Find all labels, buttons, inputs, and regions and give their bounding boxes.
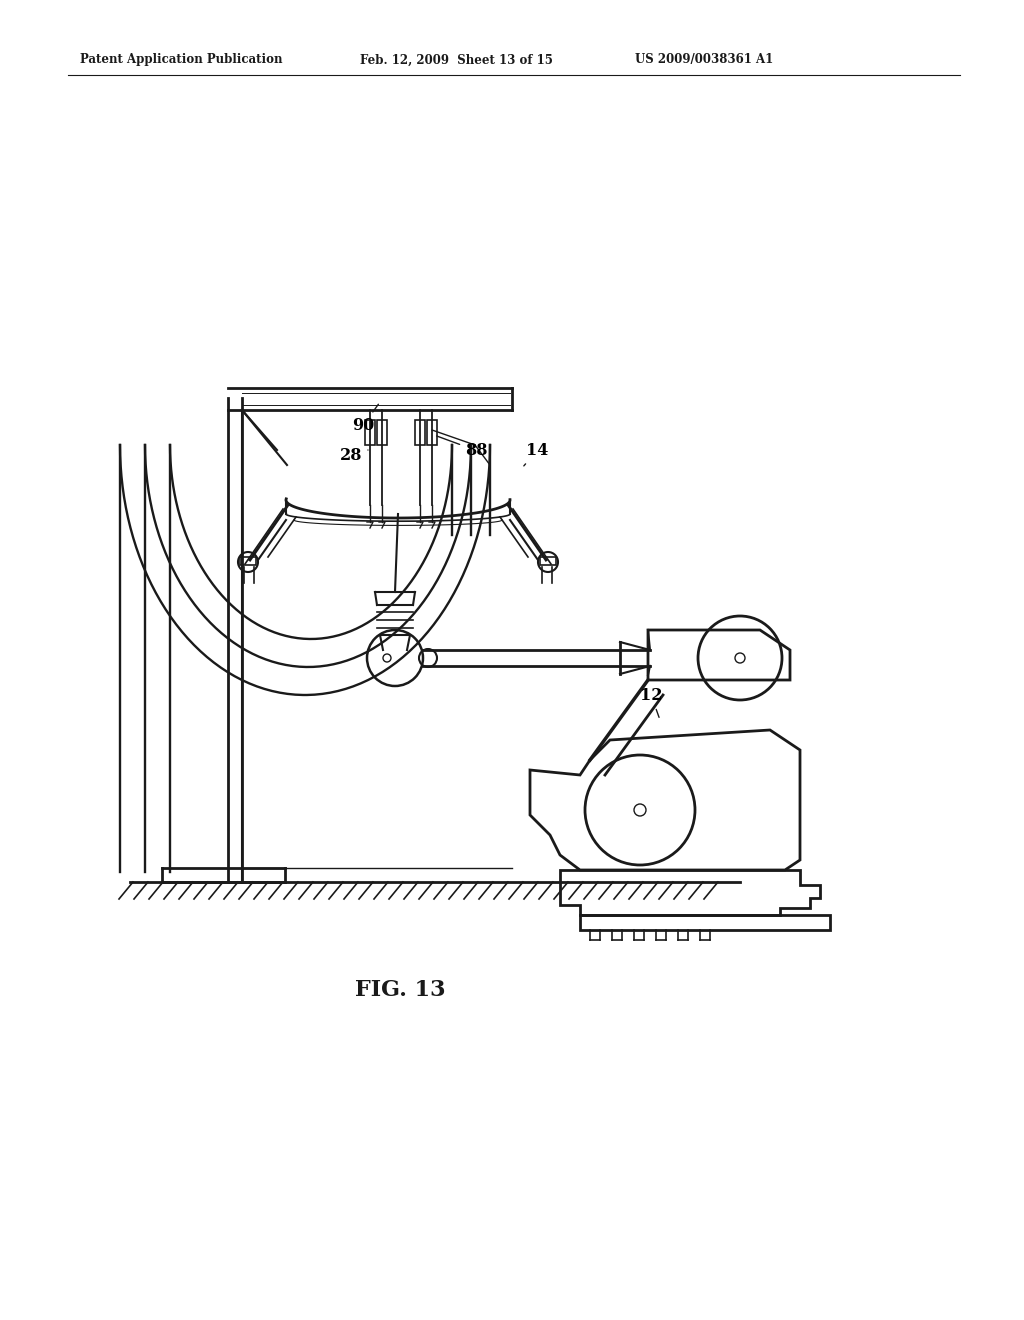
Bar	[540, 557, 556, 565]
Bar	[427, 420, 437, 445]
Text: 88: 88	[436, 436, 487, 459]
Text: Feb. 12, 2009  Sheet 13 of 15: Feb. 12, 2009 Sheet 13 of 15	[360, 54, 553, 66]
Text: 14: 14	[524, 442, 549, 466]
Text: 28: 28	[340, 447, 368, 465]
Bar	[580, 915, 830, 931]
Bar	[377, 420, 387, 445]
Bar	[365, 420, 375, 445]
Text: 90: 90	[352, 404, 379, 434]
Text: FIG. 13: FIG. 13	[354, 979, 445, 1001]
Text: 12: 12	[640, 686, 663, 717]
Bar	[415, 420, 425, 445]
Text: US 2009/0038361 A1: US 2009/0038361 A1	[635, 54, 773, 66]
Bar	[240, 557, 256, 565]
Text: Patent Application Publication: Patent Application Publication	[80, 54, 283, 66]
